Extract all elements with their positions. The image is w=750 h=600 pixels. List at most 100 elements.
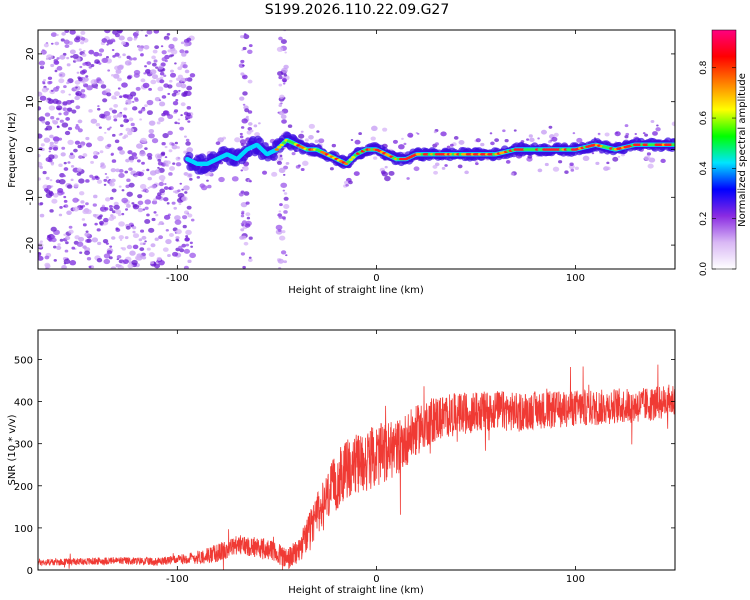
noise-speck (175, 162, 182, 167)
y-tick-label: 200 (14, 482, 33, 493)
noise-speck (278, 235, 286, 241)
noise-speck (84, 250, 91, 256)
noise-speck (510, 172, 515, 176)
noise-speck (127, 150, 133, 155)
noise-speck (85, 202, 89, 206)
noise-speck (186, 112, 192, 117)
noise-speck (183, 210, 189, 215)
noise-speck (139, 150, 146, 157)
noise-speck (115, 168, 120, 173)
noise-speck (153, 59, 158, 63)
noise-speck (142, 242, 146, 245)
noise-speck (94, 222, 98, 226)
y-tick-label: 500 (14, 355, 33, 366)
noise-speck (373, 156, 378, 160)
noise-speck (177, 122, 180, 125)
noise-speck (170, 49, 178, 55)
noise-speck (64, 235, 71, 241)
noise-speck (159, 79, 165, 84)
noise-speck (186, 205, 192, 210)
noise-speck (74, 80, 81, 85)
noise-speck (167, 84, 173, 89)
noise-speck (82, 223, 87, 227)
colorbar-frame (711, 29, 737, 270)
noise-speck (354, 139, 361, 145)
noise-speck (189, 73, 196, 78)
noise-speck (118, 221, 125, 227)
noise-speck (148, 133, 155, 139)
noise-speck (407, 132, 414, 138)
noise-speck (166, 32, 171, 36)
noise-speck (49, 134, 54, 139)
noise-speck (132, 230, 136, 234)
noise-speck (39, 166, 44, 169)
noise-speck (109, 196, 114, 200)
noise-speck (182, 215, 188, 220)
noise-speck (231, 176, 239, 182)
noise-speck (152, 49, 158, 54)
noise-speck (103, 183, 107, 186)
noise-speck (125, 99, 132, 105)
noise-speck (403, 142, 407, 146)
noise-speck (182, 64, 188, 69)
noise-speck (105, 88, 111, 93)
noise-speck (281, 78, 287, 83)
noise-speck (58, 137, 63, 141)
noise-speck (398, 144, 405, 150)
noise-speck (38, 153, 41, 158)
noise-speck (127, 263, 134, 269)
noise-speck (153, 211, 157, 214)
noise-speck (513, 129, 517, 132)
noise-speck (105, 56, 109, 59)
noise-speck (300, 167, 305, 172)
noise-speck (121, 189, 125, 192)
noise-speck (240, 190, 245, 194)
noise-speck (81, 218, 86, 221)
noise-speck (183, 150, 188, 154)
noise-speck (78, 178, 85, 184)
noise-speck (39, 202, 44, 206)
noise-speck (612, 156, 619, 162)
noise-speck (129, 91, 137, 97)
noise-speck (126, 178, 131, 183)
noise-speck (117, 87, 121, 90)
noise-speck (98, 126, 102, 129)
noise-speck (548, 125, 553, 129)
noise-speck (90, 63, 95, 68)
noise-speck (139, 183, 147, 190)
ridge-hotspot (346, 160, 351, 164)
noise-speck (85, 75, 89, 78)
noise-speck (172, 190, 176, 193)
noise-speck (167, 49, 172, 53)
noise-speck (116, 112, 123, 118)
noise-speck (64, 44, 70, 49)
noise-speck (50, 116, 55, 120)
noise-speck (167, 130, 173, 136)
colorbar-tick-label: 0.4 (699, 161, 709, 176)
noise-speck (81, 69, 88, 74)
noise-speck (39, 95, 47, 101)
noise-speck (185, 229, 192, 236)
noise-speck (58, 163, 63, 168)
noise-speck (63, 195, 67, 199)
noise-speck (55, 85, 60, 89)
noise-speck (44, 127, 48, 131)
noise-speck (104, 30, 111, 34)
noise-speck (63, 258, 71, 264)
noise-speck (84, 247, 91, 252)
noise-speck (109, 245, 113, 248)
noise-speck (72, 197, 79, 203)
noise-speck (58, 72, 66, 78)
noise-speck (278, 215, 283, 219)
noise-speck (280, 114, 287, 120)
noise-speck (70, 99, 75, 103)
noise-speck (118, 172, 125, 179)
noise-speck (92, 213, 97, 217)
noise-speck (154, 45, 160, 50)
noise-speck (248, 236, 253, 240)
noise-speck (101, 57, 108, 63)
noise-speck (78, 77, 83, 82)
noise-speck (181, 243, 187, 248)
noise-speck (141, 255, 147, 260)
noise-speck (314, 139, 319, 144)
